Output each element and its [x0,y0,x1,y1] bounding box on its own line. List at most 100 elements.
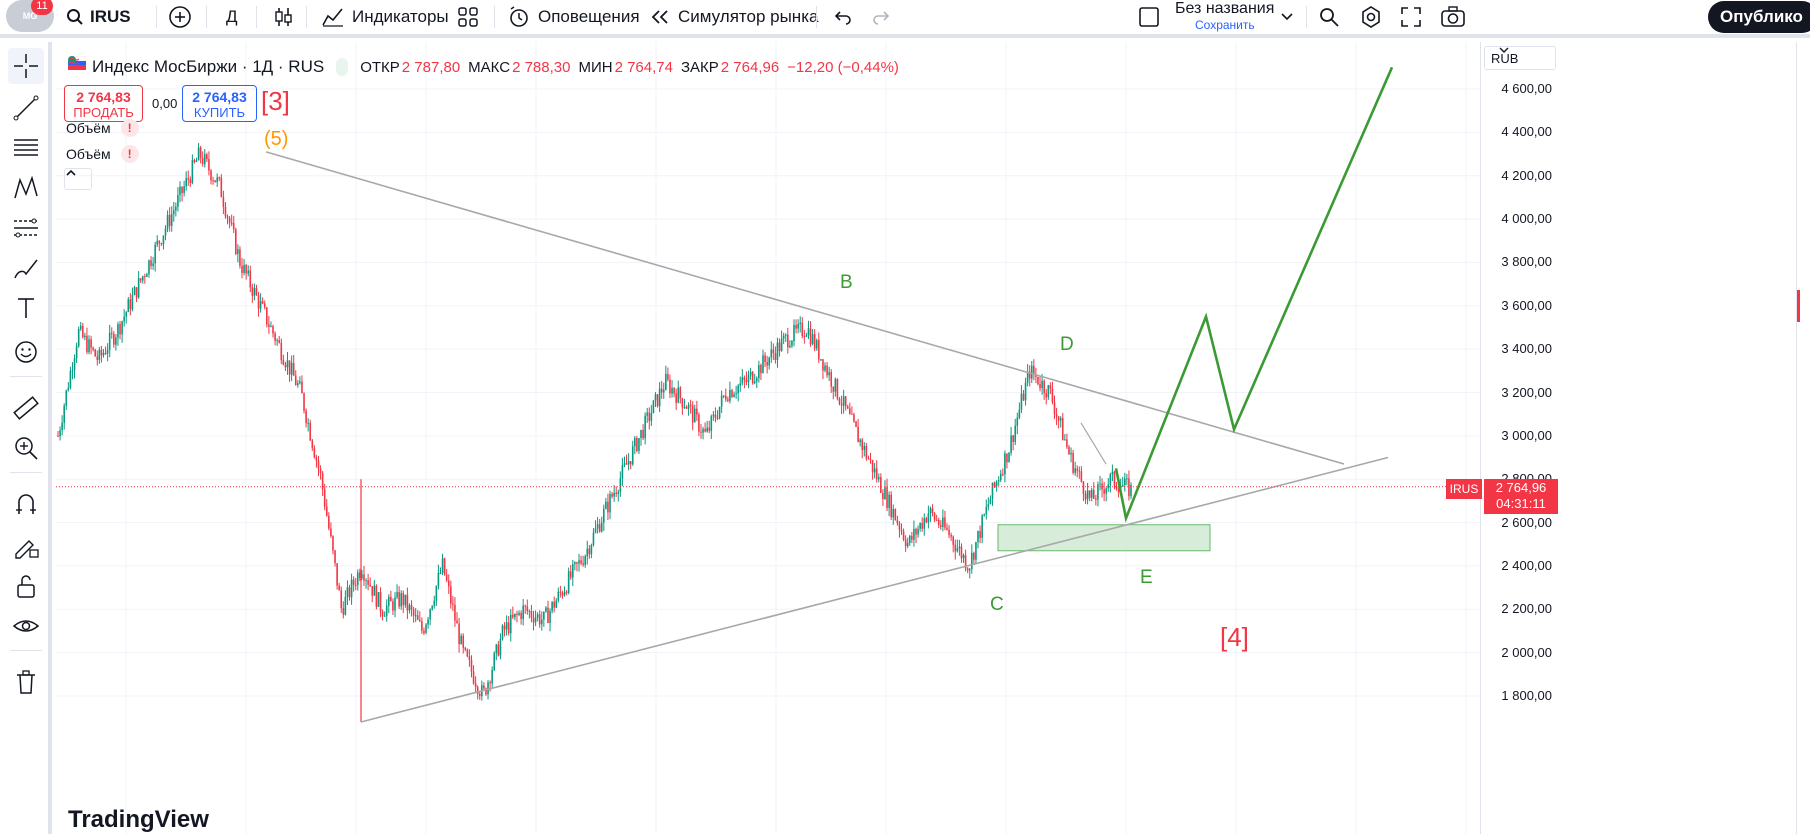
patterns-tool[interactable] [8,170,44,206]
candle [764,355,766,363]
candle [547,607,549,624]
volume-indicator-legend[interactable]: Объём ! [66,144,139,164]
snapshot-button[interactable] [1440,0,1466,34]
candle [737,385,739,394]
candle [414,615,417,617]
candle [673,387,675,394]
lock-all-tool[interactable] [8,568,44,604]
candle [528,611,531,613]
candle [710,416,713,431]
forecast-tool[interactable] [8,210,44,246]
gear-icon [1362,6,1380,28]
layout-checkbox[interactable] [1138,0,1160,34]
candle [789,345,791,348]
candle [1024,382,1027,401]
candle [875,468,878,480]
interval-button[interactable]: Д [226,7,238,26]
series-title[interactable]: Индекс МосБиржи · 1Д · RUS [92,57,325,76]
candle [102,352,105,356]
candle [1018,409,1021,418]
redo-button[interactable] [872,0,892,34]
indicators-button[interactable]: Индикаторы [322,0,449,34]
candle [865,445,868,459]
price-axis[interactable]: 4 600,00 4 400,00 4 200,00 4 000,00 3 800,00… [1480,42,1566,834]
fullscreen-button[interactable] [1400,0,1422,34]
candle [989,498,992,505]
layout-dropdown-button[interactable] [1280,0,1294,34]
horizontal-lines-tool[interactable] [8,130,44,166]
market-status[interactable] [68,56,349,76]
candle [447,580,450,587]
candle [644,415,646,439]
candle [629,461,632,465]
alerts-button[interactable]: Оповещения [508,0,640,34]
save-link[interactable]: Сохранить [1195,18,1255,32]
candle [121,321,123,335]
candle [654,394,657,401]
replay-button[interactable]: Симулятор рынка [650,0,818,34]
symbol-search-button[interactable]: IRUS [66,0,131,34]
layout-name-menu[interactable]: Без названия Сохранить [1175,0,1295,34]
settings-button[interactable] [1360,0,1382,34]
candle [201,157,204,165]
candle [148,260,150,275]
candle [1053,402,1056,415]
candle [1130,484,1132,497]
publish-button[interactable]: Опублико [1708,1,1810,33]
candle [933,513,936,520]
text-tool[interactable] [8,290,44,326]
chart-pane[interactable]: [3] (5) B D C E [4] Индекс МосБиржи · 1Д · RUS… [56,42,1810,834]
collapse-legend-button[interactable] [64,168,92,190]
brush-tool[interactable] [8,250,44,286]
candle [549,610,551,624]
change-value: −12,20 (−0,44%) [787,58,899,76]
trendline-tool[interactable] [8,90,44,126]
candle [681,398,684,408]
candle [1055,414,1058,417]
compare-add-button[interactable] [168,0,192,34]
buy-button[interactable]: 2 764,83 КУПИТЬ [182,85,257,122]
warning-icon[interactable]: ! [120,145,139,163]
price-chart[interactable]: [3] (5) B D C E [4] [56,42,1480,834]
candle [1057,416,1060,421]
zoom-tool[interactable] [8,430,44,466]
ruler-tool[interactable] [8,390,44,426]
volume-indicator-legend[interactable]: Объём ! [66,118,139,138]
candle [71,370,74,372]
candle [702,428,704,433]
hide-tool[interactable] [8,608,44,644]
candle [555,600,558,608]
magnet-tool[interactable] [8,486,44,522]
templates-button[interactable] [458,0,478,34]
candle [485,688,487,695]
candle [896,520,899,524]
lock-drawing-tool[interactable] [8,528,44,564]
candle [545,607,547,612]
candle [363,574,365,581]
candle [489,682,491,684]
candle [276,340,278,342]
candle [1111,471,1114,475]
crosshair-tool[interactable] [8,48,44,84]
candle [1064,439,1066,441]
candle [1028,371,1031,379]
candle [394,597,396,611]
chart-type-button[interactable] [274,0,294,34]
undo-button[interactable] [832,0,852,34]
currency-select[interactable]: RUB [1484,46,1556,70]
candle [255,288,258,296]
remove-drawings-tool[interactable] [8,664,44,700]
candle [890,494,892,518]
sell-button[interactable]: 2 764,83 ПРОДАТЬ [64,85,143,122]
warning-icon[interactable]: ! [120,119,139,137]
candle [338,585,340,591]
candle [590,544,593,555]
candle [559,591,562,593]
candle [880,477,882,493]
emoji-tool[interactable] [8,334,44,370]
candle [239,249,241,266]
quick-search-button[interactable] [1318,0,1340,34]
waveC-label: C [990,594,1004,615]
candle [210,170,212,181]
candle [1126,478,1128,480]
